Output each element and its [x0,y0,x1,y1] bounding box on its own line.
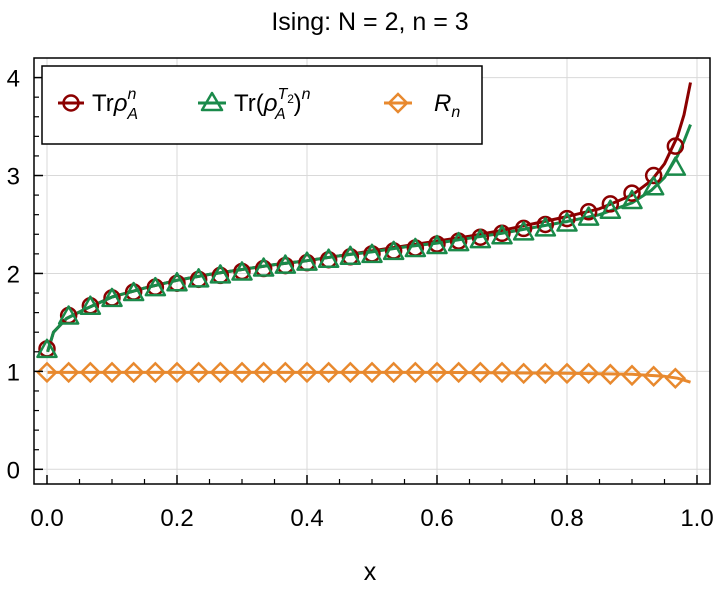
y-tick-label: 3 [7,164,20,191]
data-point-triangle [57,305,80,325]
data-point-triangle [512,221,535,241]
legend-swatch-pt-marker [200,91,224,112]
data-point-triangle [404,237,427,258]
data-point-diamond [642,365,665,388]
data-point-circle [514,219,533,238]
legend-swatch-ratio-marker [387,92,409,114]
data-point-triangle [36,338,58,359]
data-point-diamond [491,361,513,384]
x-axis-label: x [364,558,377,586]
x-tick-labels: 0.0 0.2 0.4 0.6 0.8 1.0 [30,505,713,532]
legend-swatch-trace-marker [62,94,80,112]
data-point-diamond [166,361,188,384]
data-point-triangle [556,212,578,232]
data-point-diamond [122,361,145,384]
data-point-diamond [512,362,535,385]
data-point-triangle [187,268,210,288]
data-point-triangle [491,224,513,245]
x-tick-label: 0.0 [30,505,63,532]
data-point-diamond [339,361,362,384]
data-point-triangle [79,295,102,315]
data-point-diamond [79,361,102,384]
data-point-triangle [274,254,297,274]
data-point-circle [579,203,598,221]
series-line-2 [47,370,691,384]
data-point-triangle [642,176,665,196]
data-point-diamond [447,361,470,384]
data-point-triangle [469,228,492,249]
data-point-diamond [317,361,340,384]
data-point-diamond [187,361,210,384]
data-point-triangle [252,257,275,277]
legend-label-partial-transpose: Tr(ρT2 A)n [234,86,311,123]
data-point-circle [666,137,685,155]
data-point-triangle [122,281,145,302]
data-point-diamond [361,361,383,384]
data-point-triangle [101,287,123,308]
x-tick-label: 0.8 [550,505,583,532]
data-point-triangle [209,264,232,284]
data-point-triangle [664,156,687,176]
data-point-triangle [166,271,188,292]
data-point-diamond [621,364,643,387]
data-point-triangle [426,234,448,255]
legend: Trρn A Tr(ρT2 A)n Rn [41,65,483,145]
y-tick-label: 2 [7,261,20,288]
data-point-diamond [556,362,578,385]
data-point-diamond [231,361,253,384]
data-point-triangle [382,240,405,261]
data-point-circle [601,195,620,213]
y-tick-label: 4 [7,66,20,93]
data-point-triangle [599,199,622,220]
data-point-diamond [296,361,318,384]
data-point-triangle [447,231,470,252]
data-point-triangle [621,189,643,210]
data-point-diamond [209,361,232,384]
data-point-circle [536,215,555,234]
legend-box [41,65,483,145]
data-point-diamond [36,361,58,384]
data-point-diamond [252,361,275,384]
data-point-diamond [144,361,167,384]
data-point-diamond [599,363,622,386]
legend-label-trace: Trρn A [92,86,138,123]
data-point-diamond [469,361,492,384]
data-point-diamond [382,361,405,384]
data-point-diamond [664,367,687,390]
x-tick-label: 1.0 [680,505,713,532]
data-point-diamond [101,361,123,384]
series-markers [36,137,687,390]
data-point-triangle [339,245,362,266]
chart-title: Ising: N = 2, n = 3 [271,8,468,36]
data-point-diamond [534,362,557,385]
y-tick-label: 0 [7,457,20,484]
data-point-circle [623,184,641,202]
data-point-diamond [57,361,80,384]
data-point-diamond [404,361,427,384]
data-point-diamond [577,362,600,385]
series-line-1 [46,124,692,353]
data-point-circle [644,166,663,185]
data-point-diamond [274,361,297,384]
x-tick-label: 0.2 [160,505,193,532]
data-point-circle [558,209,576,228]
data-point-triangle [317,248,340,268]
data-point-triangle [534,217,557,237]
x-tick-label: 0.4 [290,505,323,532]
data-point-diamond [426,361,448,384]
axis-ticks [34,76,698,484]
data-point-triangle [231,261,253,281]
legend-item-partial-transpose: Tr(ρT2 A)n [198,86,311,123]
y-tick-label: 1 [7,359,20,386]
legend-item-trace: Trρn A [58,86,138,123]
x-tick-label: 0.6 [420,505,453,532]
y-tick-labels: 0 1 2 3 4 [7,66,20,485]
data-point-triangle [361,243,383,264]
data-point-triangle [144,276,167,297]
data-point-triangle [296,251,318,271]
data-point-triangle [577,206,600,226]
